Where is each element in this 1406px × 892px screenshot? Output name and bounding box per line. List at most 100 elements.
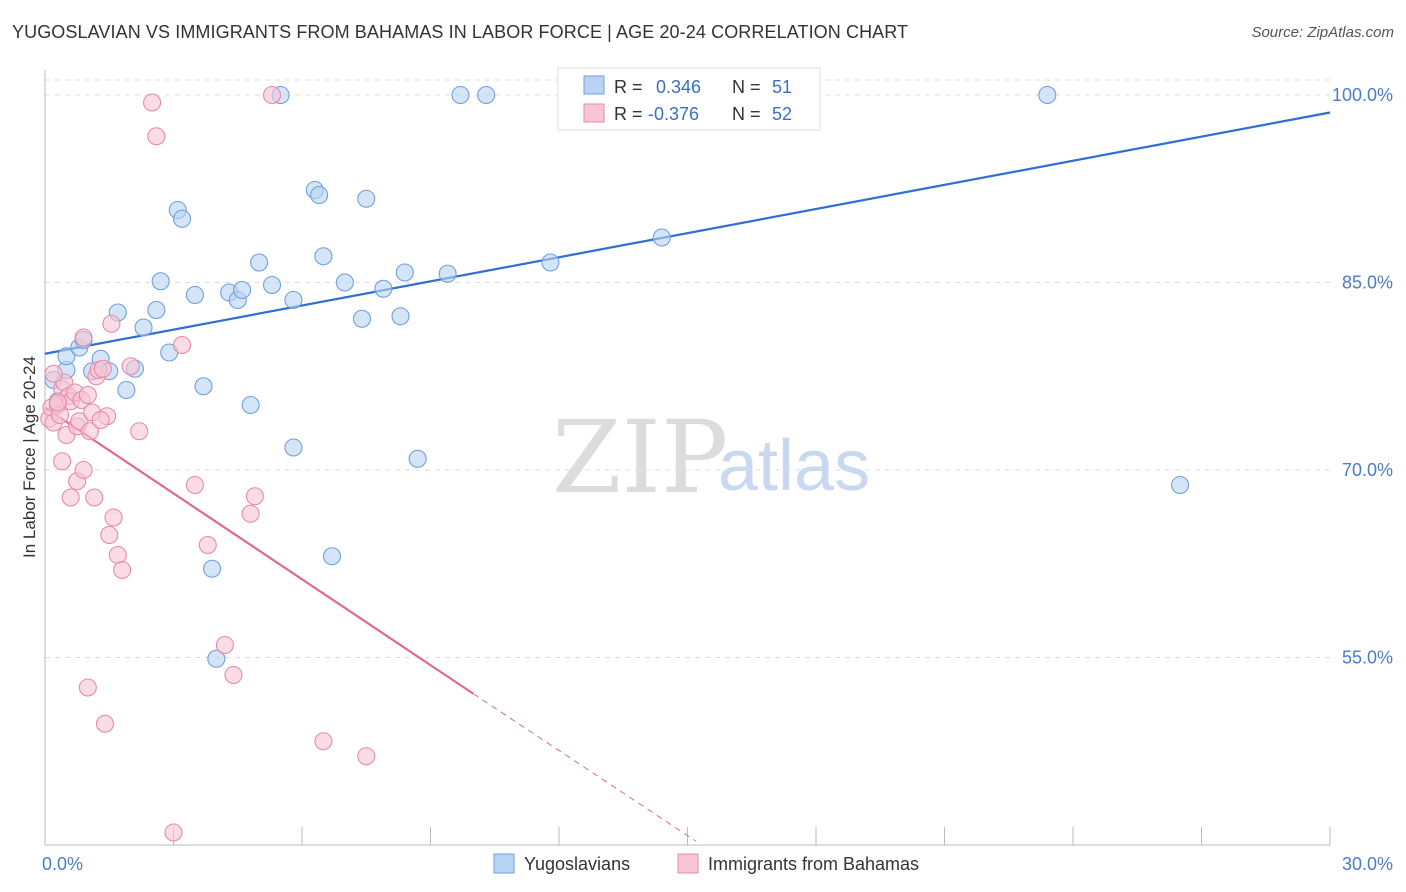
- chart-title: YUGOSLAVIAN VS IMMIGRANTS FROM BAHAMAS I…: [12, 22, 909, 42]
- stats-n-value-blue: 51: [772, 77, 792, 97]
- point-pink-43: [78, 678, 97, 697]
- watermark: ZIP atlas: [552, 399, 870, 516]
- y-tick-label-3: 55.0%: [1342, 648, 1393, 668]
- point-pink-33: [198, 535, 217, 555]
- point-pink-26: [113, 560, 132, 580]
- points: [40, 85, 1190, 842]
- point-blue-27: [284, 438, 303, 457]
- point-blue-18: [194, 377, 213, 396]
- point-pink-29: [143, 93, 162, 112]
- stats-swatch-blue: [583, 75, 605, 95]
- point-pink-30: [147, 127, 166, 146]
- watermark-atlas: atlas: [718, 426, 870, 506]
- point-blue-47: [1171, 475, 1190, 495]
- point-blue-37: [395, 263, 414, 282]
- point-pink-46: [85, 488, 104, 507]
- point-blue-22: [241, 395, 260, 415]
- trend-line-blue: [44, 111, 1331, 355]
- trend-line-pink: [44, 406, 474, 695]
- point-pink-39: [314, 732, 333, 751]
- point-blue-2: [57, 347, 76, 366]
- point-blue-16: [173, 209, 192, 228]
- point-pink-20: [93, 359, 112, 378]
- point-blue-44: [652, 228, 671, 247]
- axes: [44, 70, 1331, 846]
- stats-r-label-pink: R =: [614, 104, 643, 124]
- legend-swatch-bahamas: [677, 853, 699, 874]
- stats-n-value-pink: 52: [772, 104, 792, 124]
- point-pink-51: [44, 364, 63, 383]
- y-axis-title: In Labor Force | Age 20-24: [20, 356, 39, 558]
- point-blue-46: [1038, 85, 1057, 105]
- trend-lines: [44, 111, 1331, 842]
- stats-n-label-blue: N =: [732, 77, 761, 97]
- point-pink-38: [262, 85, 282, 105]
- chart-source: Source: ZipAtlas.com: [1251, 24, 1394, 41]
- point-blue-9: [117, 380, 136, 400]
- point-blue-39: [438, 264, 457, 283]
- x-tick-label-1: 30.0%: [1342, 854, 1393, 874]
- point-pink-47: [74, 460, 93, 480]
- grid: [45, 79, 1330, 658]
- x-tick-labels: 0.0% 30.0%: [42, 854, 1393, 874]
- legend-label-bahamas: Immigrants from Bahamas: [708, 854, 919, 874]
- point-blue-35: [374, 279, 393, 298]
- stats-r-value-pink: -0.376: [648, 104, 699, 124]
- point-pink-22: [100, 525, 119, 545]
- point-pink-15: [78, 385, 97, 405]
- y-tick-label-1: 85.0%: [1342, 273, 1393, 293]
- point-pink-16: [80, 422, 100, 441]
- point-blue-40: [451, 85, 470, 105]
- point-pink-42: [95, 714, 115, 733]
- point-pink-28: [130, 422, 149, 441]
- stats-legend: R = 0.346 N = 51 R = -0.376 N = 52: [557, 67, 821, 131]
- point-blue-38: [408, 449, 427, 468]
- y-tick-label-0: 100.0%: [1332, 85, 1393, 105]
- point-pink-48: [53, 452, 72, 471]
- series-legend: Yugoslavians Immigrants from Bahamas: [493, 853, 919, 874]
- point-blue-12: [147, 300, 166, 320]
- x-tick-label-0: 0.0%: [42, 854, 83, 874]
- point-blue-24: [262, 275, 282, 295]
- point-pink-23: [102, 314, 121, 333]
- point-blue-17: [185, 285, 204, 305]
- point-blue-13: [151, 272, 170, 291]
- y-tick-label-2: 70.0%: [1342, 460, 1393, 480]
- stats-n-label-pink: N =: [732, 104, 761, 124]
- point-blue-41: [477, 85, 496, 105]
- y-tick-labels: 100.0% 85.0% 70.0% 55.0%: [1332, 85, 1393, 668]
- point-pink-41: [164, 823, 183, 842]
- point-blue-30: [314, 247, 333, 266]
- point-pink-32: [185, 475, 204, 495]
- legend-swatch-yugoslavians: [493, 853, 515, 874]
- point-pink-35: [224, 665, 243, 685]
- point-pink-40: [357, 747, 376, 766]
- point-blue-26: [284, 290, 303, 310]
- point-blue-23: [250, 253, 269, 272]
- point-pink-31: [173, 335, 192, 355]
- point-blue-34: [357, 189, 376, 208]
- point-blue-11: [134, 318, 153, 337]
- trend-line-extension-pink: [473, 693, 697, 842]
- point-blue-31: [322, 547, 342, 566]
- point-blue-49: [207, 649, 226, 668]
- point-pink-36: [241, 504, 260, 523]
- point-pink-50: [48, 393, 67, 412]
- point-blue-32: [335, 273, 354, 292]
- point-pink-24: [104, 508, 123, 527]
- point-pink-27: [121, 357, 140, 376]
- legend-label-yugoslavians: Yugoslavians: [524, 854, 630, 874]
- point-blue-48: [203, 559, 222, 578]
- watermark-zip: ZIP: [552, 399, 728, 516]
- stats-swatch-pink: [583, 103, 605, 123]
- stats-r-value-blue: 0.346: [656, 77, 701, 97]
- point-pink-14: [74, 328, 93, 347]
- point-pink-49: [91, 410, 110, 430]
- point-pink-34: [215, 635, 234, 655]
- point-blue-21: [232, 280, 252, 300]
- point-blue-42: [541, 253, 560, 272]
- point-pink-37: [245, 487, 264, 506]
- point-blue-29: [310, 185, 329, 205]
- point-pink-25: [108, 545, 127, 565]
